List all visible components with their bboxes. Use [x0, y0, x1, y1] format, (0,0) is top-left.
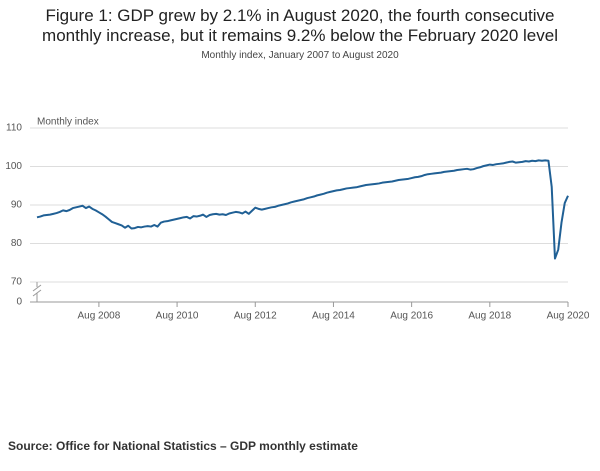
y-tick-label: 110: [6, 123, 22, 134]
y-tick-label: 90: [11, 200, 23, 211]
x-tick-label: Aug 2014: [312, 311, 355, 322]
y-tick-label: 70: [11, 277, 23, 288]
chart-subtitle: Monthly index, January 2007 to August 20…: [201, 50, 399, 61]
x-tick-label: Aug 2012: [234, 311, 277, 322]
x-tick-label: Aug 2018: [468, 311, 511, 322]
chart: Monthly index 0 70 80 90 100 110 Aug 2008 Aug 2…: [5, 117, 590, 322]
y-tick-label: 80: [11, 238, 23, 249]
chart-title: Figure 1: GDP grew by 2.1% in August 202…: [42, 6, 558, 45]
y-tick-label: 100: [5, 161, 22, 172]
x-tick-label: Aug 2016: [390, 311, 433, 322]
x-tick-label: Aug 2010: [156, 311, 199, 322]
x-tick-label: Aug 2008: [77, 311, 120, 322]
y-tick-label: 0: [16, 297, 22, 308]
data-line: [36, 159, 569, 260]
x-tick-label: Aug 2020: [547, 311, 590, 322]
source-note: Source: Office for National Statistics –…: [8, 439, 358, 453]
y-axis-label: Monthly index: [37, 117, 99, 128]
